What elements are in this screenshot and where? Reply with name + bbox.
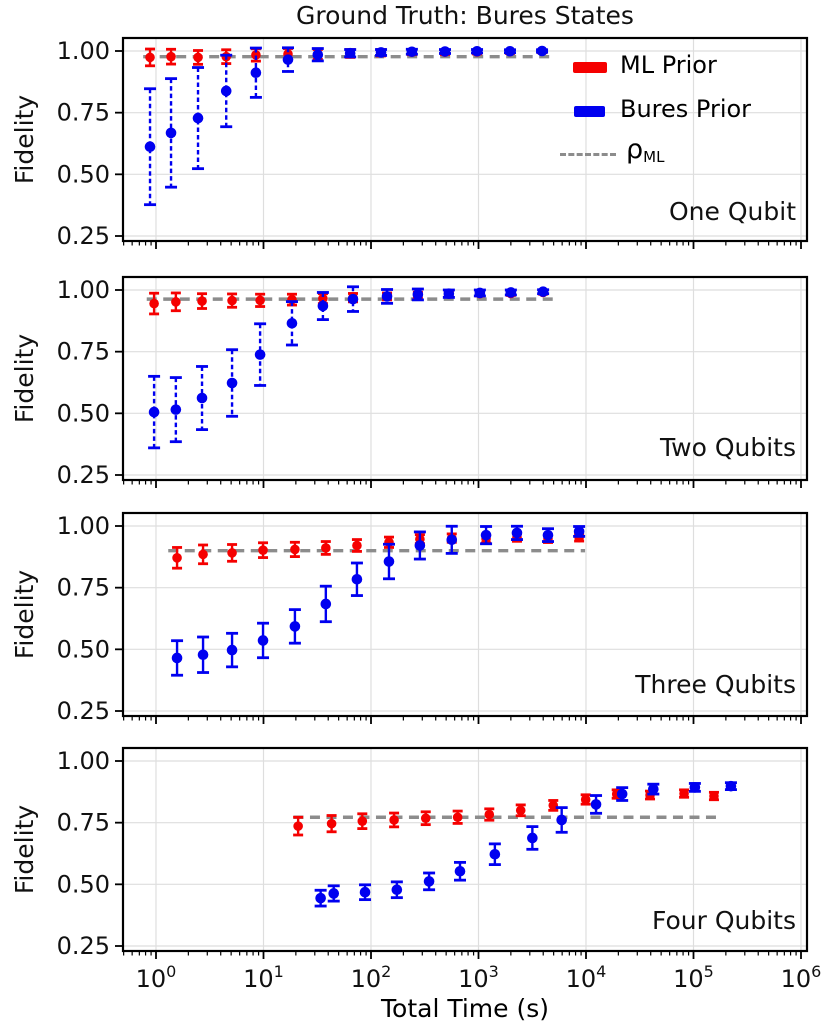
svg-text:0.50: 0.50: [57, 399, 110, 427]
svg-text:0.75: 0.75: [57, 338, 110, 366]
subplot-label-four-qubits: Four Qubits: [651, 906, 796, 935]
bures-prior-series: [144, 45, 549, 207]
svg-text:1.00: 1.00: [57, 512, 110, 540]
subplot-one-qubit: 1.00 0.75 0.50 0.25 Fidelity: [10, 36, 809, 250]
svg-text:0.75: 0.75: [57, 99, 110, 127]
svg-text:0.25: 0.25: [57, 461, 110, 489]
subplot-label-two-qubits: Two Qubits: [660, 433, 796, 462]
subplot-two-qubits: 1.00 0.75 0.50 0.25 Fidelity: [10, 275, 809, 489]
svg-text:0.75: 0.75: [57, 809, 110, 837]
svg-text:102: 102: [351, 962, 392, 993]
chart-title: Ground Truth: Bures States: [296, 1, 634, 30]
rho-ml-swatch: [560, 153, 616, 156]
y-axis-label: Fidelity: [10, 570, 39, 659]
svg-text:0.25: 0.25: [57, 697, 110, 725]
svg-text:1.00: 1.00: [57, 276, 110, 304]
subplot-label-one-qubit: One Qubit: [669, 197, 796, 226]
bures-prior-swatch: [574, 106, 605, 117]
svg-text:0.25: 0.25: [57, 222, 110, 250]
svg-text:0.75: 0.75: [57, 574, 110, 602]
svg-text:100: 100: [136, 962, 177, 993]
grid: [123, 748, 807, 951]
svg-text:1.00: 1.00: [57, 747, 110, 775]
legend-rho-ml: ρML: [626, 134, 665, 166]
ml-prior-series: [293, 788, 719, 837]
bures-prior-series: [148, 285, 550, 450]
subplot-three-qubits: 1.00 0.75 0.50 0.25 Fidelity: [10, 511, 809, 725]
svg-text:0.50: 0.50: [57, 635, 110, 663]
svg-text:1.00: 1.00: [57, 37, 110, 65]
y-tick-labels: 1.00 0.75 0.50 0.25: [57, 512, 110, 725]
grid: [123, 277, 807, 480]
ml-prior-swatch: [573, 62, 607, 73]
y-axis-label: Fidelity: [10, 95, 39, 184]
x-axis-label: Total Time (s): [381, 994, 549, 1023]
x-tick-labels: 100 101 102 103 104 105 106: [136, 962, 822, 993]
svg-text:104: 104: [566, 962, 607, 993]
svg-text:106: 106: [781, 962, 822, 993]
svg-text:103: 103: [458, 962, 499, 993]
svg-text:0.50: 0.50: [57, 160, 110, 188]
bures-prior-series: [171, 524, 586, 677]
svg-text:0.25: 0.25: [57, 932, 110, 960]
y-axis-label: Fidelity: [10, 334, 39, 423]
legend-bures-prior: Bures Prior: [620, 95, 752, 123]
grid: [123, 38, 807, 241]
svg-text:101: 101: [243, 962, 284, 993]
bures-prior-series: [314, 780, 737, 908]
y-axis-label: Fidelity: [10, 805, 39, 894]
svg-text:0.50: 0.50: [57, 870, 110, 898]
y-tick-labels: 1.00 0.75 0.50 0.25: [57, 747, 110, 960]
y-tick-labels: 1.00 0.75 0.50 0.25: [57, 37, 110, 250]
y-tick-labels: 1.00 0.75 0.50 0.25: [57, 276, 110, 489]
svg-text:105: 105: [673, 962, 714, 993]
subplot-label-three-qubits: Three Qubits: [635, 670, 796, 699]
legend-ml-prior: ML Prior: [620, 51, 717, 79]
